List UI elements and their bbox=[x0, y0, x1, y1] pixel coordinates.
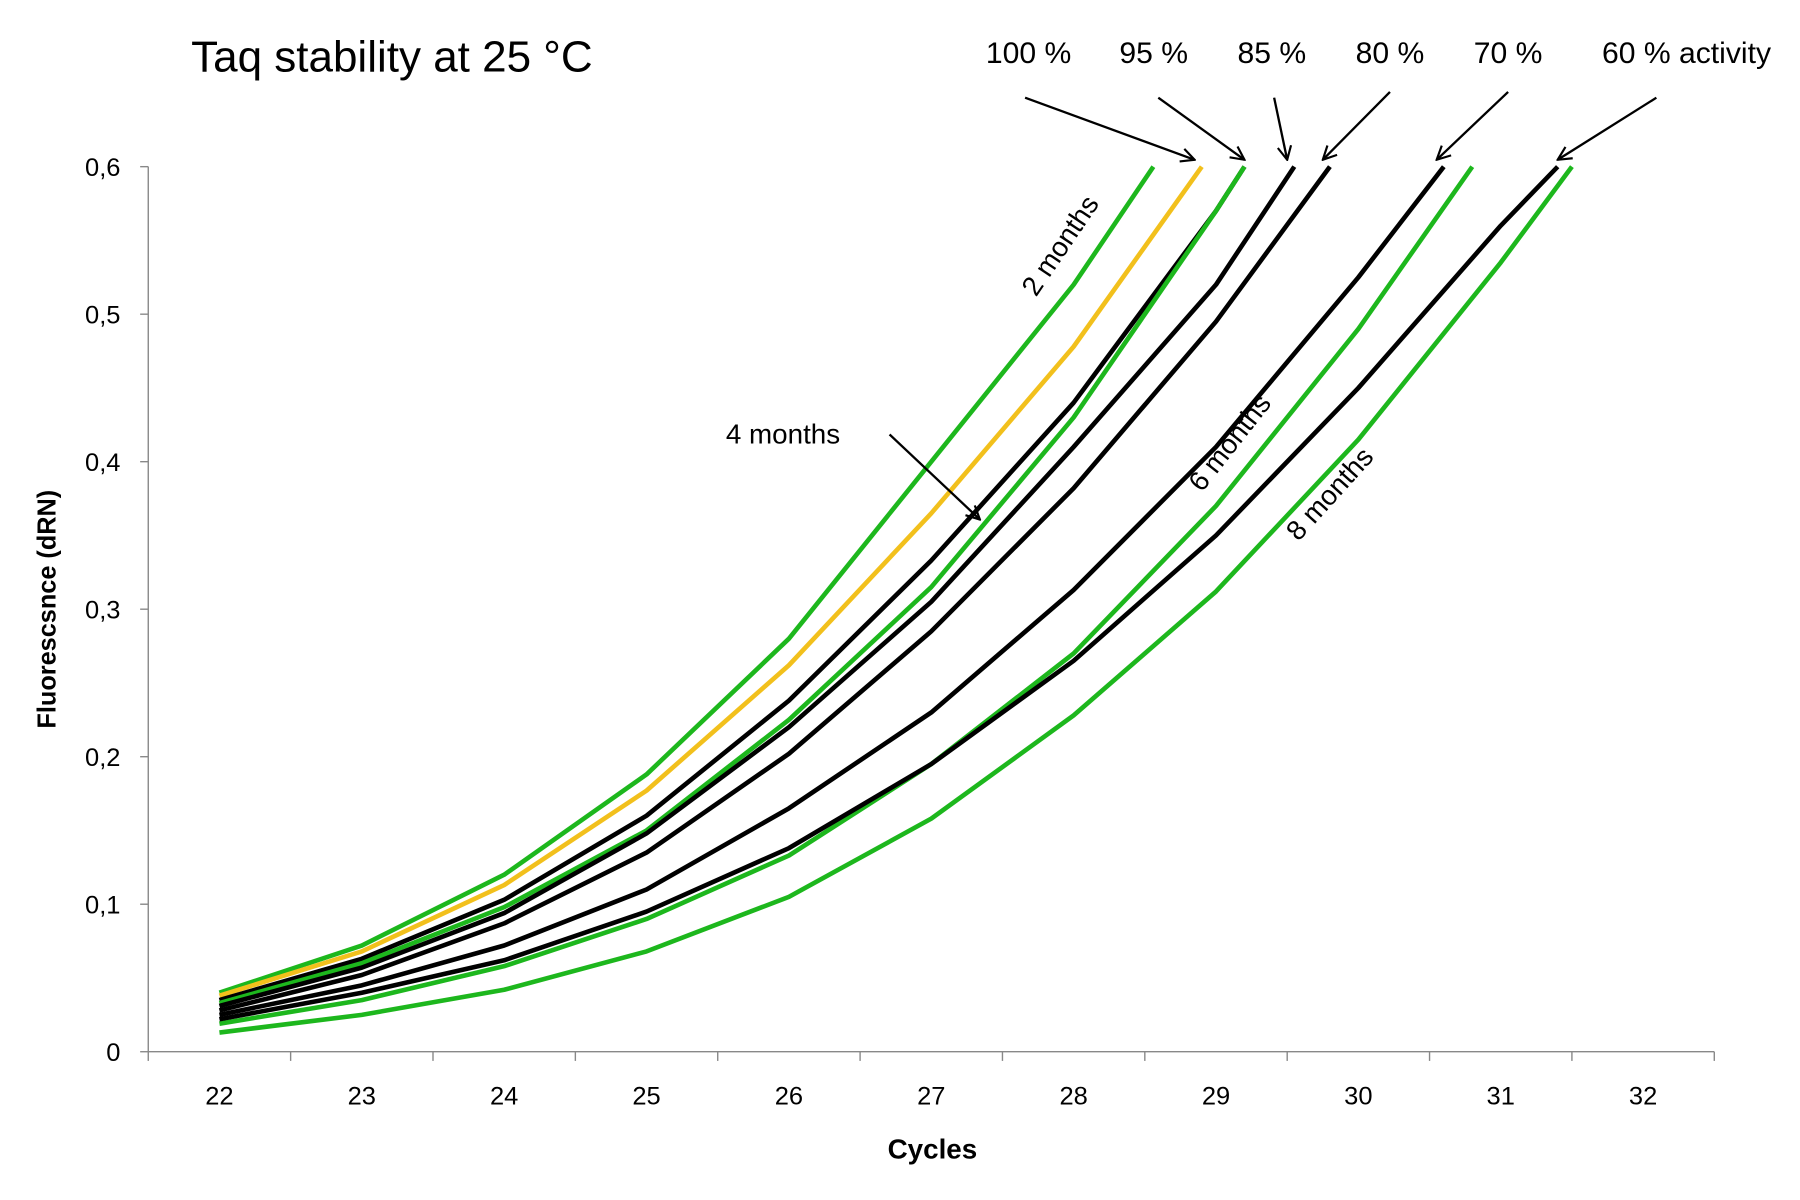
x-tick-label: 30 bbox=[1344, 1083, 1372, 1111]
x-tick-label: 29 bbox=[1202, 1083, 1230, 1111]
x-tick-label: 32 bbox=[1629, 1083, 1657, 1111]
series-line-6 bbox=[218, 165, 1332, 1013]
y-axis-label: Fluorescsnce (dRN) bbox=[34, 490, 62, 729]
x-tick-label: 26 bbox=[775, 1083, 803, 1111]
activity-arrow bbox=[1024, 96, 1195, 160]
month-label-2: 2 months bbox=[1015, 190, 1105, 301]
annotations: 100 % 95 % 85 % 80 % 70 % 60 % activity 2 mont… bbox=[726, 37, 1771, 546]
series-line-8 bbox=[219, 165, 1475, 1026]
activity-arrow bbox=[1272, 97, 1287, 160]
series-line-9 bbox=[219, 165, 1560, 1022]
activity-arrow bbox=[1437, 91, 1509, 160]
y-tick-label: 0,2 bbox=[85, 744, 120, 772]
activity-label: 80 % bbox=[1356, 37, 1425, 70]
series-line-5 bbox=[218, 165, 1297, 1009]
series-line-2 bbox=[218, 165, 1204, 998]
series-line-7 bbox=[218, 165, 1446, 1018]
series-line-3 bbox=[218, 165, 1247, 1003]
x-tick-label: 28 bbox=[1059, 1083, 1087, 1111]
x-axis-label: Cycles bbox=[888, 1134, 978, 1165]
series-group bbox=[218, 165, 1574, 1035]
x-tick-label: 31 bbox=[1487, 1083, 1515, 1111]
chart-title: Taq stability at 25 °C bbox=[191, 32, 593, 81]
activity-label: 70 % bbox=[1474, 37, 1543, 70]
activity-label: 95 % bbox=[1119, 37, 1188, 70]
y-tick-label: 0 bbox=[106, 1039, 120, 1067]
y-tick-label: 0,4 bbox=[85, 449, 120, 477]
series-line-1 bbox=[218, 165, 1156, 995]
activity-label: 60 % activity bbox=[1602, 37, 1771, 70]
x-tick-label: 25 bbox=[632, 1083, 660, 1111]
y-tick-label: 0,5 bbox=[85, 301, 120, 329]
activity-label: 100 % bbox=[986, 37, 1071, 70]
activity-arrow bbox=[1323, 91, 1391, 160]
activity-label: 85 % bbox=[1237, 37, 1306, 70]
activity-arrow bbox=[1157, 96, 1244, 160]
series-line-4 bbox=[218, 165, 1247, 1006]
month-label-4: 4 months bbox=[726, 419, 840, 450]
x-tick-label: 27 bbox=[917, 1083, 945, 1111]
y-tick-label: 0,6 bbox=[85, 154, 120, 182]
x-tick-label: 23 bbox=[348, 1083, 376, 1111]
y-tick-label: 0,1 bbox=[85, 891, 120, 919]
activity-arrow bbox=[1558, 96, 1657, 160]
axes: 0 0,1 0,2 0,3 0,4 0,5 0,6 22 23 24 25 26 27 28 29 30 31 3… bbox=[85, 154, 1715, 1111]
month-arrow-4 bbox=[888, 433, 980, 519]
month-label-6: 6 months bbox=[1182, 388, 1277, 496]
x-tick-label: 24 bbox=[490, 1083, 518, 1111]
x-tick-label: 22 bbox=[205, 1083, 233, 1111]
y-tick-label: 0,3 bbox=[85, 596, 120, 624]
series-line-10 bbox=[219, 165, 1574, 1035]
